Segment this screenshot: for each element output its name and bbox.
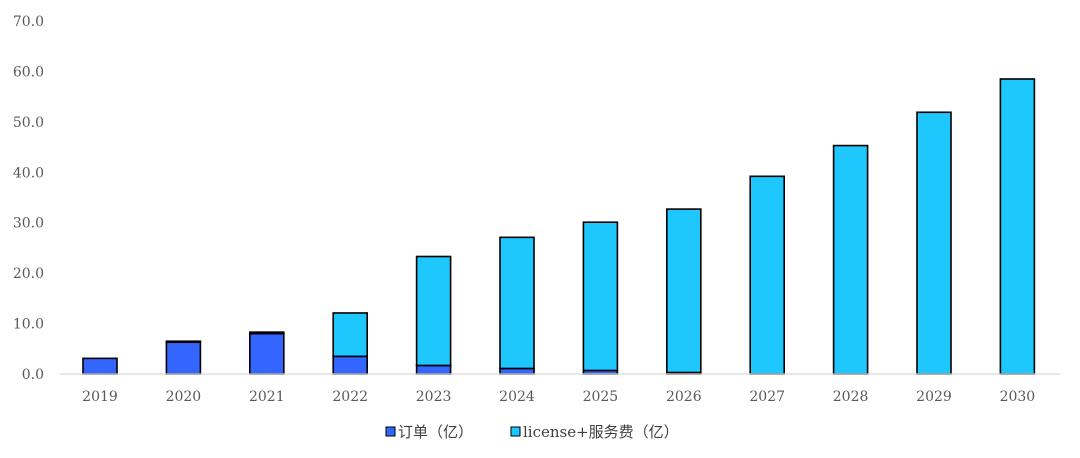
bar-license-service-2025 bbox=[582, 221, 619, 372]
bar-orders-2020 bbox=[165, 341, 202, 375]
y-tick-label: 30.0 bbox=[13, 216, 44, 232]
legend-label: license+服务费（亿） bbox=[523, 423, 679, 441]
legend: 订单（亿） license+服务费（亿） bbox=[385, 423, 679, 441]
legend-swatch bbox=[385, 426, 396, 437]
x-tick-label: 2024 bbox=[499, 389, 535, 405]
legend-label: 订单（亿） bbox=[398, 423, 473, 441]
bar-license-service-2028 bbox=[832, 144, 869, 375]
x-tick-label: 2021 bbox=[249, 389, 285, 405]
y-axis-tick-labels: 0.0 10.0 20.0 30.0 40.0 50.0 60.0 70.0 bbox=[13, 14, 44, 383]
x-tick-label: 2026 bbox=[666, 389, 702, 405]
bar-license-service-2027 bbox=[749, 175, 786, 375]
bar-license-service-2022 bbox=[332, 312, 369, 358]
x-tick-label: 2029 bbox=[916, 389, 952, 405]
legend-item-orders: 订单（亿） bbox=[385, 423, 473, 441]
bar-license-service-2029 bbox=[916, 111, 952, 375]
y-tick-label: 20.0 bbox=[13, 266, 44, 282]
bar-orders-2023 bbox=[415, 364, 452, 375]
y-tick-label: 50.0 bbox=[13, 115, 44, 131]
bar-license-service-2024 bbox=[499, 236, 535, 370]
bar-orders-2024 bbox=[499, 367, 535, 375]
x-tick-label: 2028 bbox=[833, 389, 869, 405]
y-tick-label: 10.0 bbox=[13, 317, 44, 333]
y-tick-label: 60.0 bbox=[13, 64, 44, 80]
x-axis-tick-labels: 2019 2020 2021 2022 2023 2024 2025 2026 2027 2028… bbox=[82, 389, 1035, 405]
bar-license-service-2023 bbox=[415, 255, 452, 367]
x-tick-label: 2025 bbox=[583, 389, 619, 405]
bar-orders-2019 bbox=[82, 357, 118, 375]
x-tick-label: 2030 bbox=[1000, 389, 1036, 405]
bar-license-service-2021 bbox=[249, 331, 285, 335]
y-tick-label: 40.0 bbox=[13, 165, 44, 181]
bars bbox=[82, 78, 1036, 375]
x-tick-label: 2019 bbox=[82, 389, 118, 405]
bar-license-service-2026 bbox=[665, 208, 702, 374]
bar-orders-2022 bbox=[332, 355, 369, 375]
y-tick-label: 70.0 bbox=[13, 14, 44, 30]
bar-license-service-2030 bbox=[999, 78, 1036, 375]
bar-license-service-2020 bbox=[165, 340, 202, 344]
y-tick-label: 0.0 bbox=[22, 367, 44, 383]
bar-orders-2021 bbox=[249, 332, 285, 375]
x-tick-label: 2027 bbox=[749, 389, 785, 405]
legend-swatch bbox=[510, 426, 521, 437]
x-tick-label: 2022 bbox=[332, 389, 368, 405]
x-tick-label: 2023 bbox=[416, 389, 452, 405]
x-tick-label: 2020 bbox=[166, 389, 202, 405]
legend-item-license-service: license+服务费（亿） bbox=[510, 423, 679, 441]
